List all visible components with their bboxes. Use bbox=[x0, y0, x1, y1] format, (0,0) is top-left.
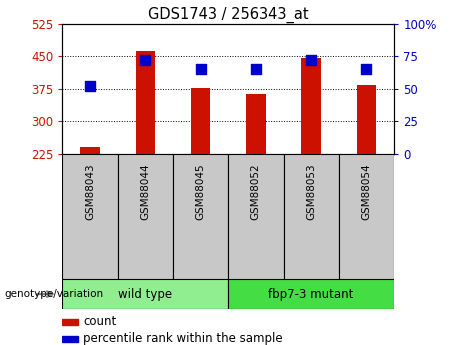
Bar bbox=[246, 95, 266, 154]
Point bbox=[86, 83, 94, 89]
Text: percentile rank within the sample: percentile rank within the sample bbox=[83, 332, 283, 345]
Bar bbox=[228, 279, 394, 309]
Text: GSM88043: GSM88043 bbox=[85, 164, 95, 220]
Bar bbox=[62, 154, 118, 279]
Bar bbox=[118, 154, 173, 279]
Bar bbox=[228, 154, 284, 279]
Bar bbox=[62, 336, 78, 342]
Bar bbox=[62, 279, 228, 309]
Point bbox=[197, 67, 204, 72]
Point bbox=[363, 67, 370, 72]
Bar bbox=[62, 319, 78, 325]
Point bbox=[142, 58, 149, 63]
Text: genotype/variation: genotype/variation bbox=[5, 289, 104, 299]
Point bbox=[307, 58, 315, 63]
Text: GSM88052: GSM88052 bbox=[251, 164, 261, 220]
Title: GDS1743 / 256343_at: GDS1743 / 256343_at bbox=[148, 7, 308, 23]
Bar bbox=[339, 154, 394, 279]
Text: GSM88053: GSM88053 bbox=[306, 164, 316, 220]
Text: GSM88054: GSM88054 bbox=[361, 164, 372, 220]
Text: GSM88044: GSM88044 bbox=[140, 164, 150, 220]
Text: fbp7-3 mutant: fbp7-3 mutant bbox=[268, 288, 354, 300]
Bar bbox=[80, 147, 100, 154]
Point bbox=[252, 67, 260, 72]
Text: count: count bbox=[83, 315, 117, 328]
Bar bbox=[284, 154, 339, 279]
Bar bbox=[173, 154, 228, 279]
Bar bbox=[301, 58, 321, 154]
Bar bbox=[191, 88, 210, 154]
Bar bbox=[136, 51, 155, 154]
Text: GSM88045: GSM88045 bbox=[195, 164, 206, 220]
Bar bbox=[357, 85, 376, 154]
Text: wild type: wild type bbox=[118, 288, 172, 300]
